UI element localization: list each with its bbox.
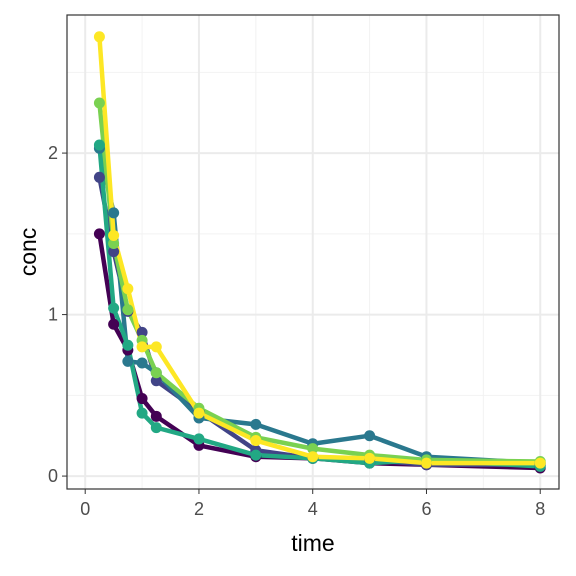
data-point bbox=[93, 97, 105, 109]
y-tick-label: 2 bbox=[48, 143, 58, 163]
data-point bbox=[364, 430, 376, 442]
data-point bbox=[250, 435, 262, 447]
x-tick-label: 6 bbox=[421, 499, 431, 519]
data-point bbox=[307, 451, 319, 463]
data-point bbox=[150, 367, 162, 379]
x-tick-label: 4 bbox=[308, 499, 318, 519]
data-point bbox=[136, 393, 148, 405]
x-axis-title: time bbox=[291, 530, 334, 556]
x-tick-label: 8 bbox=[535, 499, 545, 519]
y-axis-title: conc bbox=[15, 228, 41, 277]
data-point bbox=[150, 410, 162, 422]
data-point bbox=[150, 375, 162, 387]
data-point bbox=[108, 246, 120, 258]
data-point bbox=[420, 457, 432, 469]
y-tick-label: 1 bbox=[48, 304, 58, 324]
data-point bbox=[108, 238, 120, 250]
data-point bbox=[136, 357, 148, 369]
data-point bbox=[93, 171, 105, 183]
data-point bbox=[534, 457, 546, 469]
data-point bbox=[108, 318, 120, 330]
data-point bbox=[122, 283, 134, 295]
panel-border bbox=[66, 14, 560, 490]
data-point bbox=[108, 229, 120, 241]
data-point bbox=[193, 407, 205, 419]
data-point bbox=[307, 443, 319, 455]
data-point bbox=[122, 339, 134, 351]
y-tick-label: 0 bbox=[48, 466, 58, 486]
data-point bbox=[108, 302, 120, 314]
data-point bbox=[108, 207, 120, 219]
x-tick-label: 0 bbox=[80, 499, 90, 519]
data-point bbox=[93, 228, 105, 240]
data-point bbox=[150, 422, 162, 434]
data-point bbox=[122, 355, 134, 367]
data-point bbox=[193, 433, 205, 445]
data-point bbox=[364, 452, 376, 464]
data-point bbox=[250, 449, 262, 461]
data-point bbox=[150, 341, 162, 353]
data-point bbox=[93, 139, 105, 151]
x-tick-label: 2 bbox=[194, 499, 204, 519]
data-point bbox=[136, 407, 148, 419]
data-point bbox=[122, 304, 134, 316]
data-point bbox=[136, 341, 148, 353]
data-point bbox=[136, 326, 148, 338]
data-point bbox=[93, 31, 105, 43]
data-point bbox=[250, 418, 262, 430]
